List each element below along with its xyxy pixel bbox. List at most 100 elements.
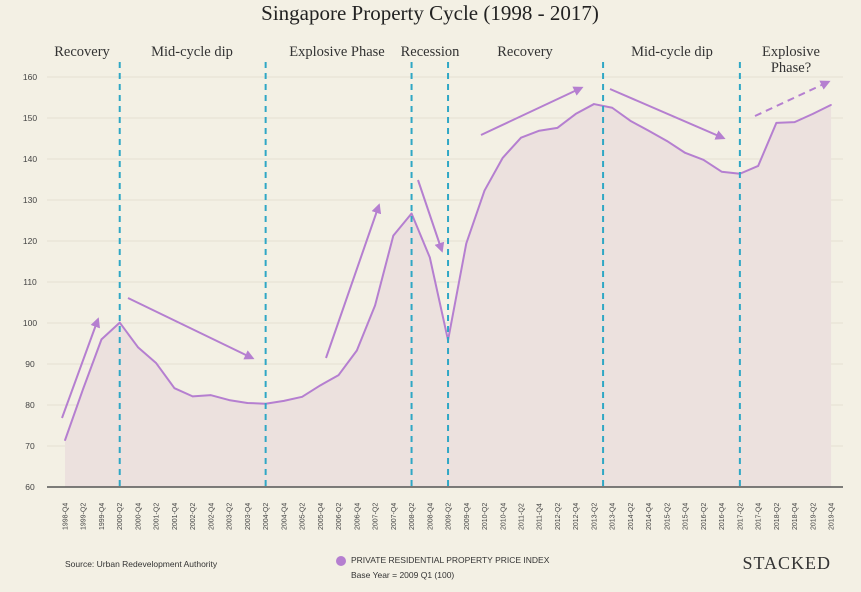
x-tick-label: 2016-Q2 — [701, 503, 708, 530]
data-point — [757, 165, 759, 167]
data-point — [483, 189, 486, 192]
x-tick-label: 2013-Q4 — [610, 503, 617, 530]
x-tick-label: 2010-Q4 — [500, 503, 507, 530]
data-point — [374, 304, 376, 307]
data-point — [191, 395, 194, 398]
data-point — [574, 113, 577, 115]
data-point — [793, 121, 796, 123]
x-tick-label: 2000-Q4 — [135, 503, 142, 530]
phase-label: Mid-cycle dip — [631, 44, 713, 60]
x-tick-label: 2002-Q4 — [208, 503, 215, 530]
arrow-down-icon — [127, 297, 255, 360]
x-tick-label: 2004-Q2 — [263, 503, 270, 530]
data-point — [337, 374, 340, 376]
data-point — [246, 402, 249, 404]
x-tick-label: 2019-Q4 — [829, 503, 836, 530]
data-point — [410, 212, 413, 215]
x-tick-label: 2002-Q2 — [190, 503, 197, 530]
data-point — [228, 399, 230, 401]
data-point — [611, 106, 613, 109]
data-point — [356, 349, 358, 352]
data-point — [812, 113, 814, 115]
phase-dividers — [118, 62, 741, 487]
y-tick-label: 80 — [25, 400, 35, 410]
data-point — [137, 346, 139, 348]
x-tick-label: 2009-Q4 — [464, 503, 471, 530]
brand-logo: STACKED — [742, 553, 831, 573]
source-note: Source: Urban Redevelopment Authority — [65, 559, 218, 569]
y-tick-label: 110 — [23, 277, 37, 287]
phase-label: Explosive Phase? — [762, 44, 820, 76]
x-tick-label: 2011-Q4 — [537, 503, 544, 530]
data-point — [556, 127, 559, 129]
x-tick-label: 2007-Q4 — [391, 503, 398, 530]
data-point — [118, 321, 121, 324]
y-axis: 60 70 80 90 100 110 120 130 140 150 160 — [23, 72, 37, 492]
data-point — [429, 256, 431, 259]
data-point — [100, 338, 103, 341]
y-tick-label: 160 — [23, 72, 37, 82]
legend-label: PRIVATE RESIDENTIAL PROPERTY PRICE INDEX — [351, 555, 550, 565]
x-tick-label: 2005-Q2 — [300, 503, 307, 530]
x-tick-label: 2006-Q4 — [354, 503, 361, 530]
data-point — [319, 384, 322, 387]
x-tick-label: 2013-Q2 — [591, 503, 598, 530]
x-tick-label: 2008-Q4 — [427, 503, 434, 530]
arrow-down-icon — [417, 179, 445, 253]
data-point — [629, 120, 632, 122]
x-tick-label: 2004-Q4 — [281, 503, 288, 530]
data-point — [173, 387, 176, 389]
data-point — [666, 140, 668, 142]
legend-marker-icon — [336, 556, 346, 566]
data-point — [538, 129, 541, 132]
data-point — [702, 159, 705, 161]
data-point — [392, 234, 395, 237]
data-point — [155, 362, 157, 364]
x-tick-label: 2003-Q4 — [245, 503, 252, 530]
x-tick-label: 2016-Q4 — [719, 503, 726, 530]
y-tick-label: 150 — [23, 113, 37, 123]
data-point — [465, 242, 468, 245]
x-tick-label: 2001-Q4 — [172, 503, 179, 530]
x-tick-label: 2012-Q2 — [555, 503, 562, 530]
data-point — [301, 396, 303, 398]
phase-label-line: Explosive — [762, 44, 820, 60]
y-tick-label: 90 — [25, 359, 35, 369]
x-tick-label: 2017-Q2 — [737, 503, 744, 530]
arrow-up-icon — [61, 317, 100, 419]
x-tick-label: 2005-Q4 — [318, 503, 325, 530]
x-tick-label: 2015-Q2 — [664, 503, 671, 530]
x-tick-label: 2019-Q2 — [810, 503, 817, 530]
data-point — [593, 103, 595, 105]
x-tick-label: 2006-Q2 — [336, 503, 343, 530]
arrow-up-dashed-icon — [754, 80, 831, 117]
x-tick-label: 2000-Q2 — [117, 503, 124, 530]
x-tick-label: 2010-Q2 — [482, 503, 489, 530]
data-point — [210, 394, 212, 396]
data-point — [82, 387, 85, 390]
x-tick-label: 2015-Q4 — [683, 503, 690, 530]
x-tick-label: 2003-Q2 — [227, 503, 234, 530]
phase-label: Recession — [401, 44, 461, 60]
data-point — [520, 136, 522, 139]
data-point — [775, 122, 778, 124]
arrow-up-icon — [480, 86, 584, 136]
arrow-up-icon — [325, 203, 382, 359]
x-tick-label: 2014-Q2 — [628, 503, 635, 530]
data-point — [64, 439, 66, 442]
phase-label: Mid-cycle dip — [151, 44, 233, 60]
data-point — [501, 156, 504, 159]
phase-label: Recovery — [54, 44, 110, 60]
data-point — [830, 104, 832, 106]
x-tick-label: 2001-Q2 — [154, 503, 161, 530]
chart-title: Singapore Property Cycle (1998 - 2017) — [261, 1, 599, 25]
x-tick-label: 2009-Q2 — [446, 503, 453, 530]
x-tick-label: 2007-Q2 — [373, 503, 380, 530]
trend-arrows — [61, 80, 831, 419]
data-point — [647, 129, 650, 132]
y-tick-label: 100 — [23, 318, 37, 328]
x-tick-label: 1999-Q4 — [99, 503, 106, 530]
y-tick-label: 70 — [25, 441, 35, 451]
y-tick-label: 60 — [25, 482, 35, 492]
